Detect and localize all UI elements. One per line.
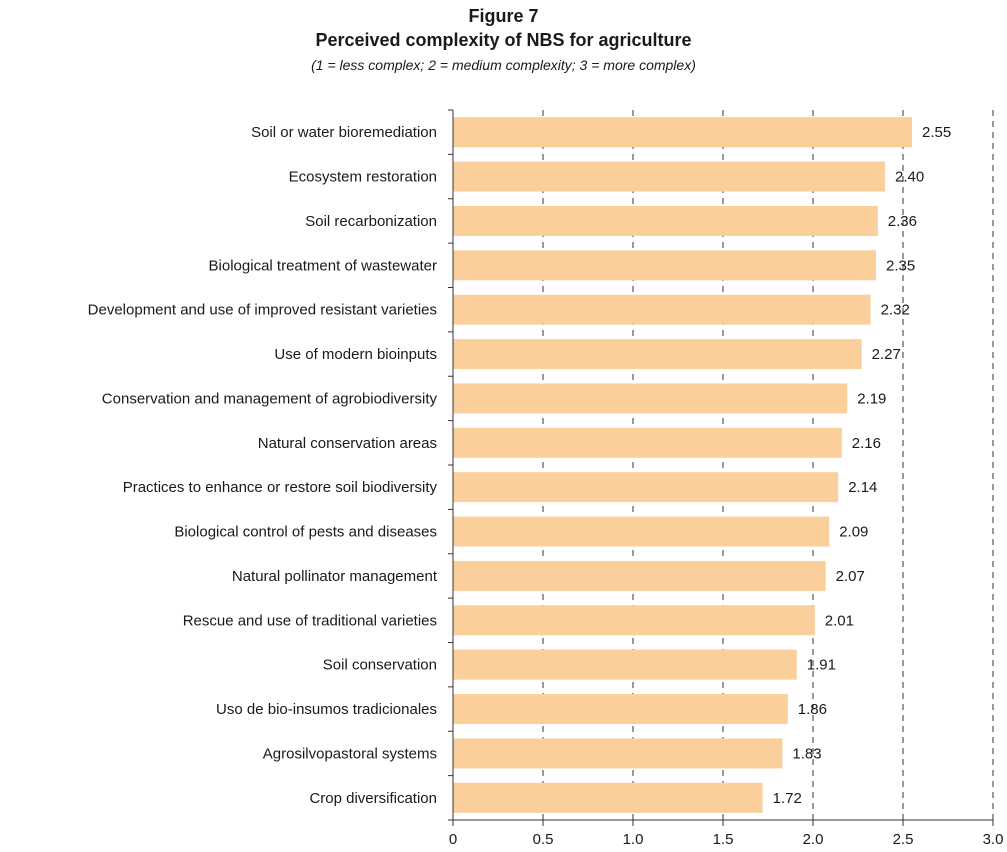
bar-7: [453, 428, 842, 458]
category-label-0: Soil or water bioremediation: [251, 124, 437, 141]
value-label-4: 2.32: [881, 302, 910, 319]
value-label-0: 2.55: [922, 124, 951, 141]
value-label-1: 2.40: [895, 169, 924, 186]
value-label-6: 2.19: [857, 390, 886, 407]
x-tick-label-6: 3.0: [983, 831, 1004, 848]
bar-3: [453, 250, 876, 280]
bar-8: [453, 472, 838, 502]
value-label-15: 1.72: [773, 790, 802, 807]
category-label-9: Biological control of pests and diseases: [174, 524, 437, 541]
category-label-13: Uso de bio-insumos tradicionales: [216, 701, 437, 718]
bar-14: [453, 738, 782, 768]
x-tick-label-3: 1.5: [713, 831, 734, 848]
bar-9: [453, 517, 829, 547]
value-label-11: 2.01: [825, 612, 854, 629]
x-tick-label-0: 0: [449, 831, 457, 848]
category-label-4: Development and use of improved resistan…: [88, 302, 437, 319]
bar-13: [453, 694, 788, 724]
value-label-3: 2.35: [886, 257, 915, 274]
x-tick-label-1: 0.5: [533, 831, 554, 848]
category-label-15: Crop diversification: [309, 790, 437, 807]
category-label-2: Soil recarbonization: [305, 213, 437, 230]
value-label-9: 2.09: [839, 524, 868, 541]
category-label-1: Ecosystem restoration: [289, 169, 437, 186]
bar-12: [453, 650, 797, 680]
bar-15: [453, 783, 763, 813]
bar-2: [453, 206, 878, 236]
category-label-8: Practices to enhance or restore soil bio…: [123, 479, 438, 496]
category-label-7: Natural conservation areas: [258, 435, 437, 452]
x-tick-label-5: 2.5: [893, 831, 914, 848]
bar-0: [453, 117, 912, 147]
bar-11: [453, 605, 815, 635]
value-label-13: 1.86: [798, 701, 827, 718]
bar-6: [453, 383, 847, 413]
value-label-7: 2.16: [852, 435, 881, 452]
category-label-10: Natural pollinator management: [232, 568, 438, 585]
value-label-12: 1.91: [807, 657, 836, 674]
category-label-12: Soil conservation: [323, 657, 437, 674]
bar-1: [453, 162, 885, 192]
bar-10: [453, 561, 826, 591]
x-tick-label-2: 1.0: [623, 831, 644, 848]
category-label-6: Conservation and management of agrobiodi…: [102, 390, 438, 407]
value-label-2: 2.36: [888, 213, 917, 230]
x-tick-label-4: 2.0: [803, 831, 824, 848]
category-label-14: Agrosilvopastoral systems: [263, 745, 437, 762]
value-label-14: 1.83: [792, 745, 821, 762]
bar-5: [453, 339, 862, 369]
value-label-8: 2.14: [848, 479, 877, 496]
category-label-5: Use of modern bioinputs: [274, 346, 437, 363]
category-label-11: Rescue and use of traditional varieties: [183, 612, 437, 629]
bar-4: [453, 295, 871, 325]
value-label-5: 2.27: [872, 346, 901, 363]
category-label-3: Biological treatment of wastewater: [209, 257, 437, 274]
value-label-10: 2.07: [836, 568, 865, 585]
